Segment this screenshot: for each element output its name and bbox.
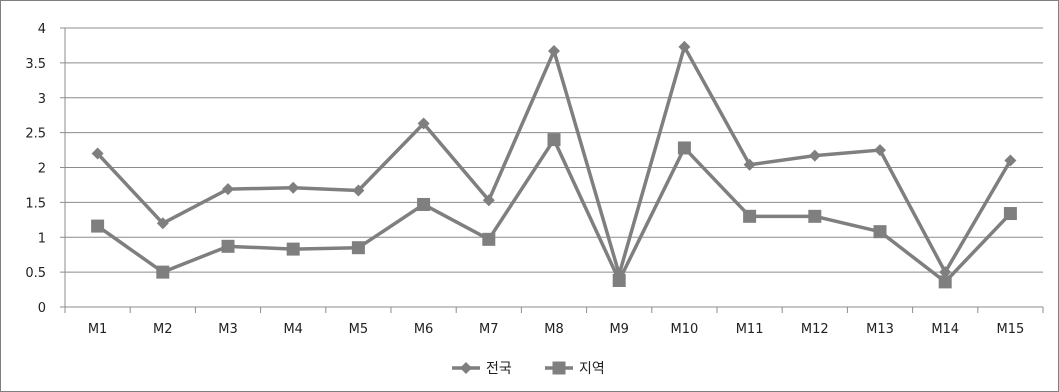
legend-label: 전국	[486, 361, 512, 377]
data-point-square	[552, 361, 566, 375]
series-line	[96, 45, 1012, 276]
x-tick-label: M8	[544, 322, 564, 337]
y-tick-label: 1	[38, 231, 46, 246]
data-point-square	[873, 225, 887, 239]
data-point-diamond	[460, 362, 472, 374]
y-tick-label: 1.5	[25, 196, 46, 211]
x-tick-label: M9	[609, 322, 629, 337]
data-point-diamond	[548, 45, 560, 58]
data-point-square	[547, 133, 561, 147]
data-point-diamond	[156, 217, 169, 230]
legend-item-1: 전국	[452, 361, 512, 377]
data-point-square	[938, 275, 952, 289]
x-tick-label: M4	[283, 322, 303, 337]
data-point-diamond	[743, 158, 756, 171]
x-tick-label: M1	[88, 322, 108, 337]
y-tick-label: 0	[38, 301, 46, 316]
x-tick-label: M2	[153, 322, 173, 337]
x-tick-label: M14	[931, 322, 959, 337]
data-point-square	[482, 232, 496, 246]
data-point-diamond	[1004, 154, 1017, 167]
data-point-diamond	[808, 149, 821, 162]
data-point-diamond	[678, 40, 691, 53]
data-point-square	[677, 141, 691, 155]
x-tick-label: M6	[414, 322, 434, 337]
data-point-diamond	[287, 181, 300, 194]
y-tick-label: 3	[38, 92, 46, 107]
data-point-square	[156, 265, 170, 279]
x-tick-label: M11	[736, 322, 764, 337]
series-1	[91, 40, 1017, 281]
x-tick-label: M7	[479, 322, 499, 337]
gridlines	[65, 27, 1043, 273]
data-point-square	[612, 273, 626, 287]
axes: 0 0.5 1 1.5 2 2.5 3 3.5 4 M1 M2 M3 M4 M5 M6 M7 M8 M9 M10 M1…	[25, 22, 1044, 337]
data-point-square	[221, 239, 235, 253]
x-tick-label: M12	[801, 322, 829, 337]
data-point-diamond	[874, 144, 886, 157]
y-tick-label: 2	[38, 162, 46, 177]
series	[91, 40, 1017, 289]
data-point-square	[1003, 207, 1017, 221]
data-point-square	[743, 209, 757, 223]
data-point-square	[91, 219, 105, 233]
legend-item-2: 지역	[545, 361, 605, 377]
series-2	[91, 133, 1017, 289]
y-tick-label: 2.5	[25, 127, 46, 142]
data-point-diamond	[222, 183, 234, 196]
data-point-square	[417, 197, 431, 211]
y-tick-label: 0.5	[25, 266, 46, 281]
data-point-square	[286, 242, 300, 256]
data-point-diamond	[352, 184, 365, 197]
data-point-diamond	[91, 147, 104, 160]
x-tick-label: M10	[671, 322, 699, 337]
data-point-diamond	[939, 266, 952, 279]
data-point-square	[351, 241, 365, 255]
data-point-square	[808, 209, 822, 223]
x-tick-label: M13	[866, 322, 894, 337]
y-tick-label: 3.5	[25, 57, 46, 72]
data-point-diamond	[482, 194, 495, 207]
legend-label: 지역	[579, 361, 605, 377]
series-line	[96, 137, 1012, 284]
data-point-diamond	[417, 117, 430, 130]
x-tick-label: M15	[997, 322, 1025, 337]
x-tick-label: M3	[218, 322, 238, 337]
x-tick-label: M5	[349, 322, 369, 337]
legend: 전국 지역	[452, 361, 605, 377]
y-tick-label: 4	[38, 22, 46, 37]
